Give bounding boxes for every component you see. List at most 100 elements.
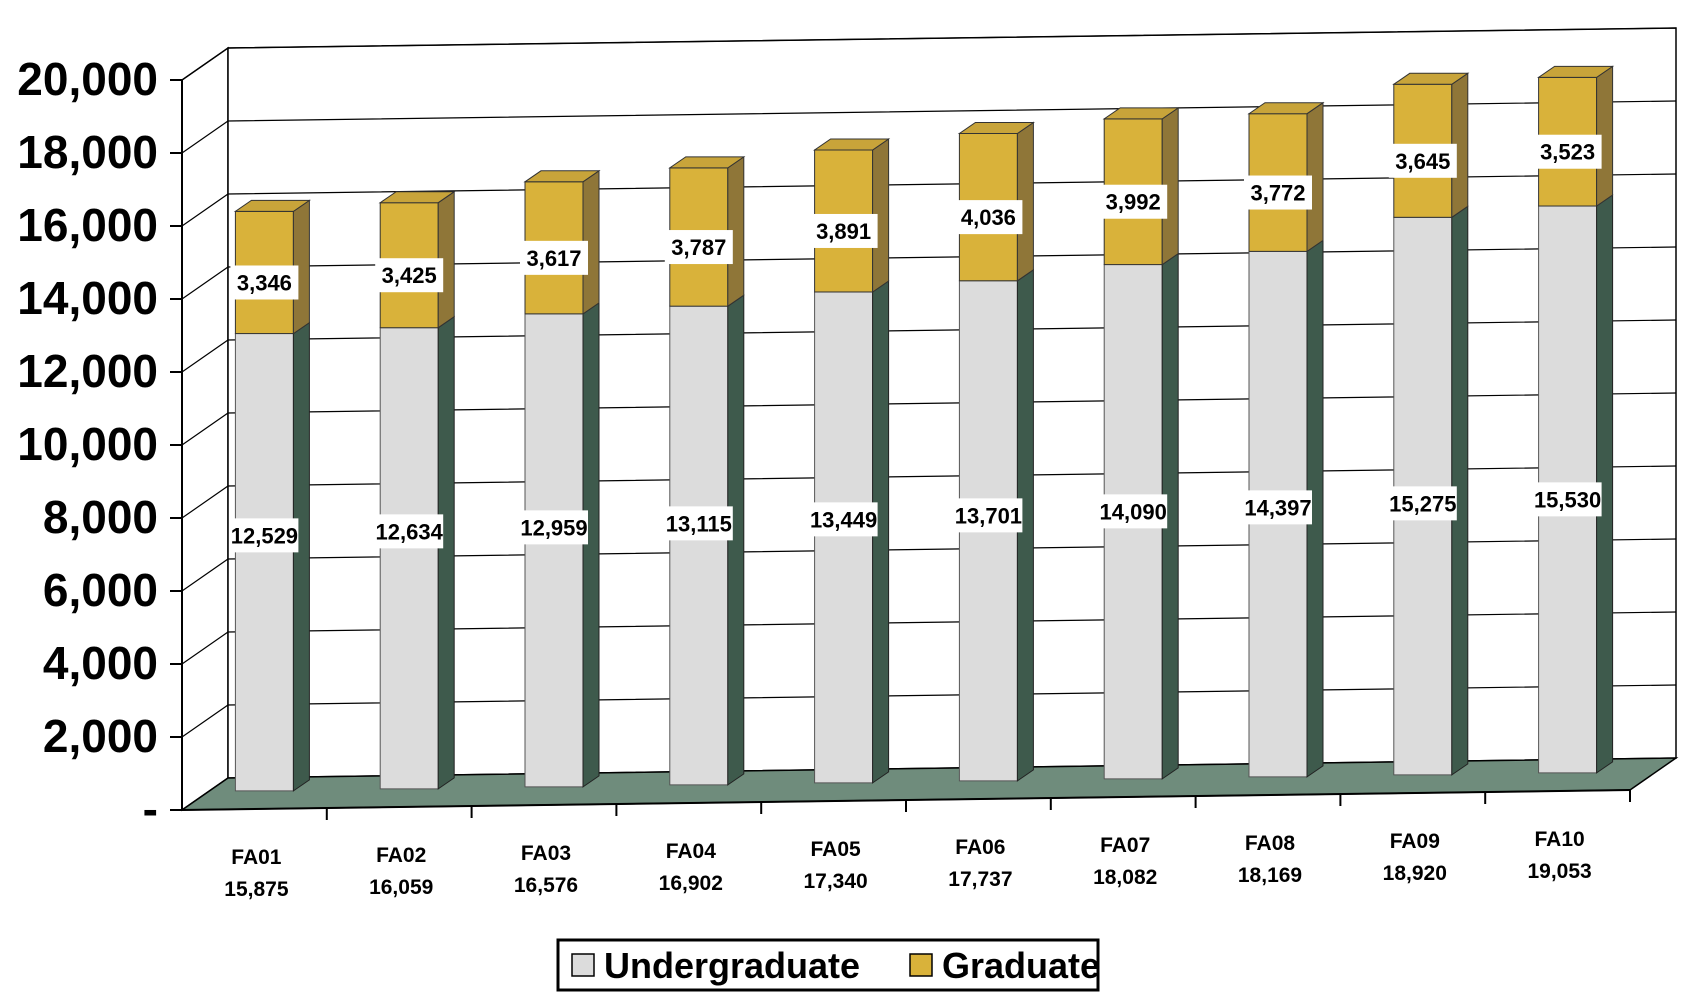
gridline <box>181 684 1677 738</box>
gridline <box>181 173 1677 227</box>
data-label-box <box>375 514 444 549</box>
x-category-label: FA05 <box>810 838 861 861</box>
gridline <box>181 100 1677 154</box>
bar-graduate-top <box>1102 107 1180 120</box>
data-label-box <box>375 258 444 293</box>
x-category-total: 17,737 <box>948 868 1012 891</box>
bars: 12,529 3,346 12,634 3,425 12,959 3,617 13,115 3… <box>230 65 1615 792</box>
data-label-box <box>1099 184 1168 219</box>
data-label-box <box>520 510 588 545</box>
x-category-label: FA04 <box>666 840 717 863</box>
bar-undergraduate-side <box>437 315 455 790</box>
y-tick-label: 12,000 <box>17 345 158 397</box>
bar-group: 13,701 4,036 <box>954 121 1036 782</box>
y-tick-label: 10,000 <box>17 418 158 470</box>
x-category-label: FA08 <box>1245 832 1296 855</box>
bar-undergraduate-side <box>582 301 600 788</box>
data-label-box <box>664 506 733 541</box>
data-label-undergraduate: 14,090 <box>1100 499 1167 524</box>
data-label-graduate: 4,036 <box>961 205 1016 230</box>
bar-graduate-top <box>812 138 891 151</box>
data-label-box <box>664 230 733 265</box>
gridline <box>181 538 1677 592</box>
data-label-undergraduate: 13,115 <box>666 511 732 536</box>
bar-undergraduate <box>669 305 729 786</box>
y-axis: - 2,000 4,000 6,000 8,000 10,000 12,000 14,000 1… <box>17 53 183 835</box>
data-label-box <box>1388 143 1457 178</box>
y-tick-label: - <box>143 783 158 835</box>
data-label-undergraduate: 12,529 <box>231 523 298 548</box>
bar-group: 14,397 3,772 <box>1244 101 1325 778</box>
data-label-graduate: 3,787 <box>671 235 726 260</box>
gridline <box>181 392 1677 446</box>
bar-group: 12,959 3,617 <box>520 169 601 788</box>
y-tick-label: 6,000 <box>43 564 158 616</box>
y-tick-label: 14,000 <box>17 272 158 324</box>
x-category-total: 16,059 <box>369 876 433 899</box>
y-tick-label: 16,000 <box>17 199 158 251</box>
y-tick-label: 8,000 <box>43 491 158 543</box>
x-category-label: FA07 <box>1100 834 1150 857</box>
data-label-box <box>1533 134 1602 169</box>
legend-box <box>556 938 1100 992</box>
data-label-box <box>954 200 1023 235</box>
data-label-graduate: 3,523 <box>1540 140 1595 165</box>
bar-undergraduate-side <box>292 321 310 792</box>
legend-label-undergraduate: Undergraduate <box>604 945 860 986</box>
gridline <box>181 246 1677 300</box>
data-label-box <box>809 213 878 248</box>
y-tick-label: 2,000 <box>43 710 158 762</box>
x-category-total: 15,875 <box>224 878 289 901</box>
bar-graduate-top <box>1392 72 1470 85</box>
x-category-total: 19,053 <box>1527 860 1591 883</box>
x-category-total: 16,902 <box>659 872 723 895</box>
data-label-graduate: 3,425 <box>382 263 437 288</box>
data-label-graduate: 3,992 <box>1106 190 1161 215</box>
bar-group: 13,115 3,787 <box>664 155 746 786</box>
data-label-box <box>520 240 588 275</box>
data-label-box <box>1099 494 1168 529</box>
x-category-label: FA03 <box>521 842 571 865</box>
bar-group: 14,090 3,992 <box>1099 106 1180 780</box>
data-label-box <box>954 498 1023 533</box>
data-label-box <box>230 265 299 300</box>
x-category-label: FA10 <box>1534 828 1584 851</box>
bar-group: 12,529 3,346 <box>230 199 312 792</box>
legend-swatch-undergraduate <box>571 953 595 977</box>
x-category-label: FA09 <box>1390 830 1440 853</box>
y-tick-label: 20,000 <box>17 53 158 105</box>
data-label-undergraduate: 14,397 <box>1244 495 1311 520</box>
data-label-graduate: 3,617 <box>526 246 581 271</box>
bar-undergraduate <box>234 333 294 792</box>
data-label-graduate: 3,346 <box>237 270 292 295</box>
data-label-undergraduate: 13,449 <box>810 507 877 532</box>
bar-group: 15,530 3,523 <box>1533 65 1615 774</box>
data-label-graduate: 3,645 <box>1395 149 1450 174</box>
gridline <box>181 27 1677 81</box>
bar-graduate-top <box>233 199 312 212</box>
bar-graduate-top <box>523 170 601 183</box>
x-category-total: 16,576 <box>514 874 578 897</box>
gridline <box>181 465 1677 519</box>
x-category-label: FA02 <box>376 844 426 867</box>
data-label-undergraduate: 12,959 <box>520 515 587 540</box>
bar-graduate-top <box>668 156 746 169</box>
legend-label-graduate: Graduate <box>942 945 1100 986</box>
x-category-label: FA06 <box>955 836 1005 859</box>
legend-swatch-graduate <box>909 953 933 977</box>
bar-group: 12,634 3,425 <box>375 190 456 790</box>
data-label-box <box>1388 486 1457 521</box>
bar-graduate-top <box>1536 65 1615 78</box>
data-label-box <box>1244 490 1312 525</box>
x-axis: FA01 15,875 FA02 16,059 FA03 16,576 FA04 16,902… <box>181 789 1631 901</box>
bar-graduate-top <box>1247 102 1325 115</box>
data-label-graduate: 3,891 <box>816 219 871 244</box>
bar-graduate-top <box>957 122 1036 134</box>
bar-undergraduate <box>524 313 584 788</box>
data-label-box <box>1244 175 1312 210</box>
y-tick-label: 4,000 <box>43 637 158 689</box>
x-category-total: 18,169 <box>1238 864 1302 887</box>
x-category-total: 18,920 <box>1383 862 1447 885</box>
legend: Undergraduate Graduate <box>556 938 1100 992</box>
